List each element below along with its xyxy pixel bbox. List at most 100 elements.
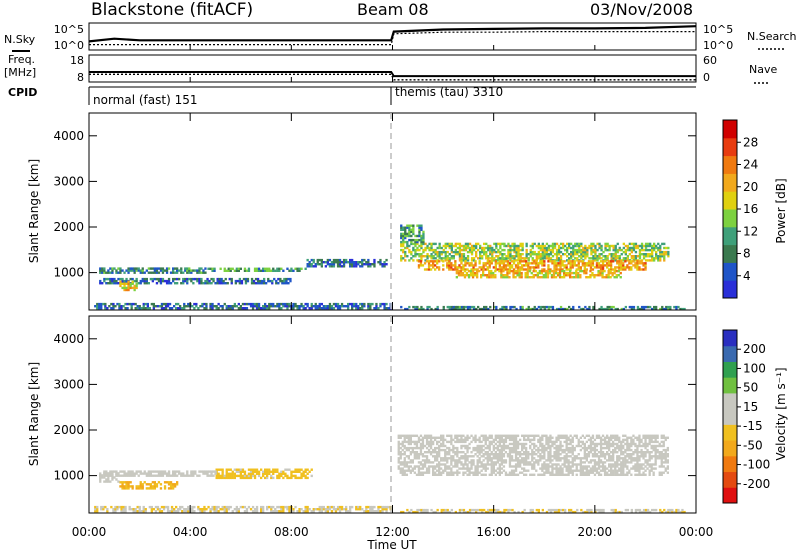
velocity-cell-5 [559,442,562,446]
velocity-cell-5 [425,457,429,460]
velocity-cell-5 [603,457,607,460]
power-cell-8 [461,274,465,277]
power-cell-6 [509,248,512,252]
power-cell-6 [491,250,494,254]
power-cell-6 [475,253,478,256]
power-cell-6 [446,242,449,246]
velocity-cell-5 [616,465,619,468]
power-cell-7 [442,268,445,271]
velocity-cell-5 [399,442,402,446]
power-cell-5 [102,302,105,306]
velocity-cell-5 [486,463,489,466]
velocity-cell-5 [417,461,421,464]
power-cell-7 [427,268,431,271]
velocity-cell-5 [599,461,603,464]
velocity-cell-5 [498,465,501,468]
power-cell-3 [113,277,116,281]
power-cell-1 [272,267,275,270]
velocity-cell-5 [573,459,576,462]
velocity-cell-5 [521,471,524,474]
power-cell-3 [277,282,280,285]
velocity-cell-5 [599,440,603,444]
velocity-cell-5 [539,444,542,448]
velocity-cell-5 [553,440,556,444]
power-cell-8 [546,271,550,275]
velocity-cell-0 [294,476,297,480]
power-cell-5 [142,302,145,306]
velocity-cell-3 [109,474,112,477]
power-cell-7 [514,266,518,269]
power-cell-6 [651,244,654,248]
velocity-cell-0 [288,476,291,480]
power-cell-9 [412,226,415,229]
power-cell-9 [402,226,405,229]
power-cell-5 [205,302,208,306]
power-cell-10 [551,307,555,311]
velocity-cell-5 [541,469,544,472]
power-cell-6 [468,250,472,254]
velocity-cell-5 [474,465,477,468]
velocity-cell-4 [203,505,206,509]
velocity-cell-2 [137,487,140,490]
velocity-cell-5 [537,455,540,458]
power-cell-2 [318,263,321,266]
velocity-cell-5 [506,473,510,476]
velocity-cell-5 [642,457,645,460]
velocity-cell-5 [450,459,453,462]
velocity-cell-5 [620,448,623,452]
power-cell-9 [422,230,425,234]
velocity-cell-5 [549,446,552,450]
power-cell-5 [355,307,358,310]
power-cell-6 [525,242,528,246]
velocity-cell-4 [276,505,279,509]
power-cell-7 [510,264,514,267]
power-cell-6 [562,244,565,248]
power-cell-9 [416,224,419,227]
power-cell-10 [630,307,633,311]
power-cell-7 [589,262,593,265]
power-cell-7 [579,268,582,271]
power-cell-1 [304,267,307,270]
power-cell-4 [135,282,138,285]
power-cell-7 [512,262,516,265]
power-cell-3 [159,279,163,283]
velocity-cell-4 [213,508,216,511]
velocity-cell-5 [429,451,433,454]
power-cell-6 [404,259,407,262]
velocity-cell-5 [419,448,423,452]
power-cell-10 [404,307,407,311]
power-cell-10 [673,305,676,309]
power-cell-5 [118,305,121,308]
power-cell-6 [559,242,563,246]
velocity-cell-5 [545,446,548,450]
power-cell-6 [493,248,496,252]
velocity-cell-5 [519,461,522,464]
velocity-cell-5 [496,446,499,450]
velocity-cell-5 [504,461,508,464]
velocity-cell-5 [478,440,481,444]
power-cell-7 [488,266,491,269]
power-cell-2 [369,263,372,266]
power-cell-0 [117,271,120,274]
power-cell-5 [375,302,378,306]
velocity-cell-5 [545,436,548,439]
power-cell-6 [616,255,619,258]
power-cell-6 [559,250,563,254]
power-cell-6 [663,257,666,260]
velocity-cell-5 [638,442,641,446]
velocity-cell-5 [482,444,485,448]
velocity-cell-6 [677,510,680,514]
velocity-cell-5 [508,442,512,446]
velocity-cell-5 [514,442,518,446]
power-cell-9 [420,238,423,242]
power-cell-10 [426,305,429,309]
velocity-cell-1 [204,470,207,473]
velocity-cell-5 [504,440,508,444]
power-cell-8 [526,274,529,277]
power-cell-0 [165,269,169,272]
power-cell-10 [549,305,553,309]
velocity-cell-6 [458,510,462,514]
velocity-cell-6 [406,508,409,512]
velocity-cell-5 [417,436,421,439]
power-cell-7 [561,264,564,267]
